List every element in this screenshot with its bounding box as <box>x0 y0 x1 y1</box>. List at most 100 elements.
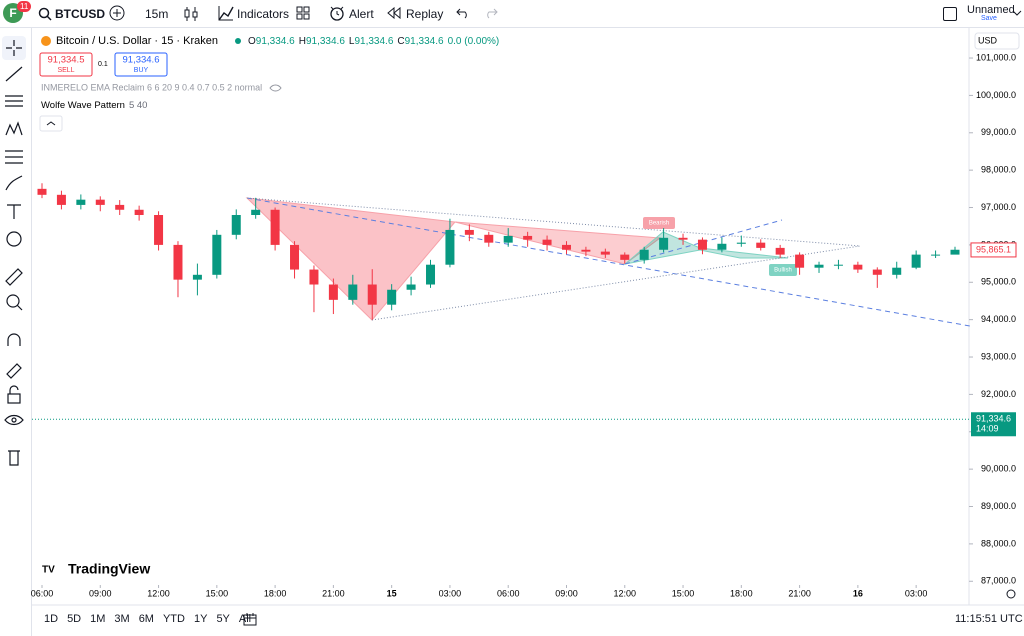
cursor-tool[interactable] <box>2 36 26 60</box>
current-price-label: 91,334.6 <box>976 414 1011 424</box>
candle-body <box>115 204 125 210</box>
crosshair-icon[interactable] <box>6 40 22 56</box>
candle-body <box>464 229 474 235</box>
replay-button[interactable]: Replay <box>406 7 444 21</box>
indicator-name: Wolfe Wave Pattern <box>41 100 125 111</box>
x-tick-label: 18:00 <box>264 588 287 598</box>
range-button[interactable]: YTD <box>162 613 185 625</box>
wolfe-bear-wave <box>245 197 456 321</box>
sell-label: SELL <box>57 67 74 74</box>
buy-price: 91,334.6 <box>123 55 160 66</box>
undo-icon[interactable] <box>456 7 470 19</box>
eye-icon[interactable] <box>4 414 24 426</box>
layout-checkbox[interactable] <box>943 7 957 21</box>
fib-icon[interactable] <box>5 95 23 107</box>
range-buttons: 1D 5D 1M 3M 6M YTD 1Y 5Y All <box>44 613 260 625</box>
indicator-label[interactable]: Wolfe Wave Pattern 5 40 <box>41 100 147 111</box>
templates-icon[interactable] <box>296 6 310 20</box>
magnet-icon[interactable] <box>7 333 21 346</box>
candle-body <box>795 254 805 268</box>
layout-name[interactable]: Unnamed <box>967 4 1015 16</box>
indicators-icon[interactable] <box>218 5 234 21</box>
candle-body <box>270 209 280 245</box>
caret-icon[interactable] <box>1012 9 1022 17</box>
trash-icon[interactable] <box>8 450 20 466</box>
sell-button[interactable] <box>39 52 93 77</box>
x-tick-label: 09:00 <box>555 588 578 598</box>
zoom-icon[interactable] <box>6 294 20 308</box>
change: 0.0 (0.00%) <box>448 36 500 47</box>
range-button[interactable]: 6M <box>138 613 154 625</box>
currency-box[interactable] <box>974 32 1020 50</box>
range-button[interactable]: 1Y <box>193 613 208 625</box>
candle-body <box>639 249 649 260</box>
brush-icon[interactable] <box>5 175 23 191</box>
range-button[interactable]: 3M <box>114 613 130 625</box>
settings-icon[interactable] <box>1006 589 1016 599</box>
x-tick-label: 06:00 <box>497 588 520 598</box>
bullish-label: Bullish <box>774 268 792 274</box>
candle-body <box>736 242 746 244</box>
projection-icon[interactable] <box>5 150 23 164</box>
badge: 11 <box>17 1 32 12</box>
candle-body <box>620 254 630 260</box>
divider <box>31 28 32 636</box>
range-button[interactable]: 5D <box>67 613 82 625</box>
bullish-tag <box>769 264 797 276</box>
candle-body <box>406 284 416 290</box>
date-range-icon[interactable] <box>243 612 257 626</box>
candle-body <box>833 264 843 266</box>
trendline-icon[interactable] <box>5 66 23 82</box>
replay-icon[interactable] <box>387 7 401 19</box>
alert-button[interactable]: Alert <box>349 7 374 21</box>
candle-body <box>231 215 241 235</box>
bearish-tag <box>643 217 675 229</box>
candle-body <box>251 209 261 215</box>
range-button[interactable]: 1M <box>90 613 106 625</box>
y-tick-label: 99,000.0 <box>981 127 1016 137</box>
range-button[interactable]: All <box>238 613 252 625</box>
symbol[interactable]: BTCUSD <box>55 7 105 21</box>
chart-type-icon[interactable] <box>184 6 198 22</box>
market-status <box>235 38 241 44</box>
currency[interactable]: USD <box>978 35 998 45</box>
collapse-button[interactable] <box>39 115 63 132</box>
y-tick-label: 95,000.0 <box>981 277 1016 287</box>
x-tick-label: 16 <box>853 588 863 598</box>
hidden-icon[interactable] <box>269 84 282 92</box>
lock-draw-icon[interactable] <box>6 363 22 379</box>
legend-title[interactable]: Bitcoin / U.S. Dollar · 15 · Kraken <box>56 35 218 47</box>
pattern-icon[interactable] <box>5 121 23 136</box>
candle-body <box>328 284 338 300</box>
candle-body <box>484 234 494 243</box>
interval[interactable]: 15m <box>145 7 169 21</box>
search-icon[interactable] <box>38 7 52 21</box>
ruler-icon[interactable] <box>5 268 23 286</box>
candle-body <box>95 199 105 205</box>
ohlc-key: H <box>299 36 306 47</box>
ohlc-values: O91,334.6 H91,334.6 L91,334.6 C91,334.6 0.0 … <box>248 36 499 47</box>
range-button[interactable]: 1D <box>44 613 59 625</box>
save-label[interactable]: Save <box>981 15 997 22</box>
candle-body <box>367 284 377 305</box>
divider <box>0 27 1024 28</box>
indicators-button[interactable]: Indicators <box>237 7 290 21</box>
y-tick-label: 94,000.0 <box>981 314 1016 324</box>
add-symbol-icon[interactable] <box>109 5 125 21</box>
y-tick-label: 101,000.0 <box>976 52 1016 62</box>
text-icon[interactable] <box>7 204 21 219</box>
candle-body <box>697 239 707 250</box>
ohlc-key: C <box>397 36 404 47</box>
logo: TradingView <box>68 561 150 577</box>
y-tick-label: 93,000.0 <box>981 351 1016 361</box>
indicator-label[interactable]: INMERELO EMA Reclaim 6 6 20 9 0.4 0.7 0.… <box>41 82 262 92</box>
emoji-icon[interactable] <box>6 231 22 247</box>
lock-icon[interactable] <box>7 393 21 404</box>
range-button[interactable]: 5Y <box>216 613 230 625</box>
candle-body <box>212 234 222 275</box>
buy-button[interactable] <box>114 52 168 77</box>
alert-icon[interactable] <box>329 5 345 21</box>
y-tick-label: 88,000.0 <box>981 538 1016 548</box>
